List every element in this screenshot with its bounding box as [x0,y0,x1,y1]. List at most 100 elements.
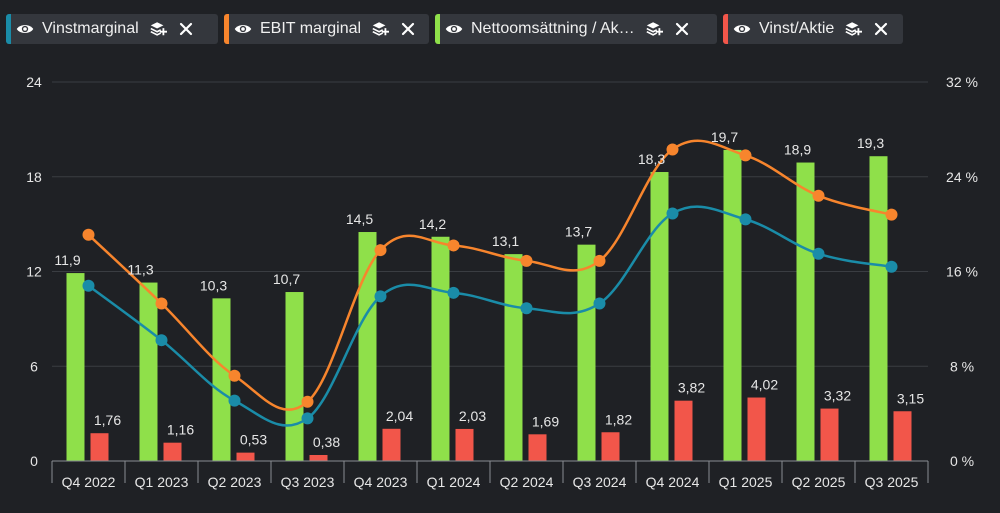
bar-value-label: 18,9 [784,142,811,158]
legend-chip-2[interactable]: Nettoomsättning / Ak… [435,14,717,44]
bar-value-label: 13,7 [565,224,592,240]
line-point [228,369,241,382]
legend-chip-0[interactable]: Vinstmarginal [6,14,218,44]
right-axis-tick: 16 % [946,264,978,280]
line-point [593,254,606,267]
line-point [593,297,606,310]
line-point [447,286,460,299]
bar-value-label: 13,1 [492,233,519,249]
bar-eps [747,397,766,461]
x-axis-label: Q1 2023 [135,474,189,490]
bar-value-label: 18,3 [638,151,665,167]
bar-value-label: 10,3 [200,277,227,293]
left-axis-tick: 0 [30,453,38,469]
line-point [155,297,168,310]
close-icon[interactable] [179,22,193,36]
line-point [885,208,898,221]
bar-eps [601,432,620,461]
close-icon[interactable] [675,22,689,36]
grid [52,81,928,367]
eye-icon[interactable] [733,22,751,36]
eye-icon[interactable] [16,22,34,36]
line-point [82,279,95,292]
layers-add-icon[interactable] [645,20,663,38]
bar-value-label: 3,15 [897,390,924,406]
bar-eps [236,452,255,461]
line-point [374,290,387,303]
left-axis-tick: 6 [30,358,38,374]
bar-eps [163,442,182,461]
x-axis-label: Q2 2025 [792,474,846,490]
eye-icon[interactable] [234,22,252,36]
line-point [447,239,460,252]
bar-value-label: 2,04 [386,408,413,424]
bar-value-label: 11,3 [127,262,153,278]
right-axis-tick: 0 % [950,453,974,469]
bar-eps [90,433,109,461]
legend-color-swatch [224,14,229,44]
left-axis-tick: 18 [26,169,42,185]
x-axis-label: Q3 2025 [865,474,919,490]
x-axis-label: Q3 2024 [573,474,627,490]
bar-value-label: 19,3 [857,135,884,151]
bar-value-label: 4,02 [751,377,778,393]
bar-value-label: 1,76 [94,412,121,428]
layers-add-icon[interactable] [149,20,167,38]
legend-chip-3[interactable]: Vinst/Aktie [723,14,903,44]
line-point [228,394,241,407]
legend-color-swatch [435,14,440,44]
bar-eps [382,428,401,461]
bar-value-label: 14,5 [346,211,373,227]
legend-chip-1[interactable]: EBIT marginal [224,14,429,44]
bar-revenue [504,254,523,461]
line-point [82,228,95,241]
right-axis-tick: 32 % [946,74,978,90]
close-icon[interactable] [874,22,888,36]
layers-add-icon[interactable] [844,20,863,38]
bar-value-label: 3,82 [678,380,705,396]
line-point [520,302,533,315]
data-labels: 11,9 11,3 10,3 10,7 14,5 14,2 13,1 13,7 18,3 19,7… [54,129,924,450]
bar-value-label: 10,7 [273,271,300,287]
line-point [812,247,825,260]
bar-value-label: 1,82 [605,411,632,427]
layers-add-icon[interactable] [371,20,390,38]
bar-eps [820,408,839,461]
bar-value-label: 3,32 [824,388,851,404]
bar-value-label: 0,38 [313,434,340,450]
line-point [301,412,314,425]
bar-value-label: 2,03 [459,408,486,424]
line-point [739,213,752,226]
close-icon[interactable] [401,22,415,36]
bar-value-label: 1,16 [167,422,194,438]
bar-value-label: 14,2 [419,216,446,232]
line-point [520,254,533,267]
bar-revenue [577,244,596,461]
bar-value-label: 0,53 [240,432,267,448]
legend: Vinstmarginal EBIT marginal Nettoomsättnin… [6,14,903,44]
bar-eps [455,428,474,461]
left-axis-tick: 24 [26,74,42,90]
bar-eps [528,434,547,461]
bar-revenue [796,162,815,461]
line-point [885,260,898,273]
line-point [155,334,168,347]
axes: 0 0 % 6 8 % 12 16 % 18 24 % 24 32 % Q4 2022 Q1 2023… [26,74,978,490]
x-axis-label: Q2 2023 [208,474,262,490]
x-axis-label: Q2 2024 [500,474,554,490]
bar-eps [309,454,328,461]
bar-eps [893,411,912,461]
line-0 [87,205,892,427]
x-axis-label: Q1 2024 [427,474,481,490]
line-point [739,149,752,162]
x-axis-label: Q4 2024 [646,474,700,490]
bar-value-label: 11,9 [54,252,80,268]
x-axis-label: Q3 2023 [281,474,335,490]
x-axis-label: Q1 2025 [719,474,773,490]
bar-revenue [869,156,888,462]
right-axis-tick: 8 % [950,358,974,374]
bar-revenue [66,273,85,461]
left-axis-tick: 12 [26,264,42,280]
eye-icon[interactable] [445,22,463,36]
